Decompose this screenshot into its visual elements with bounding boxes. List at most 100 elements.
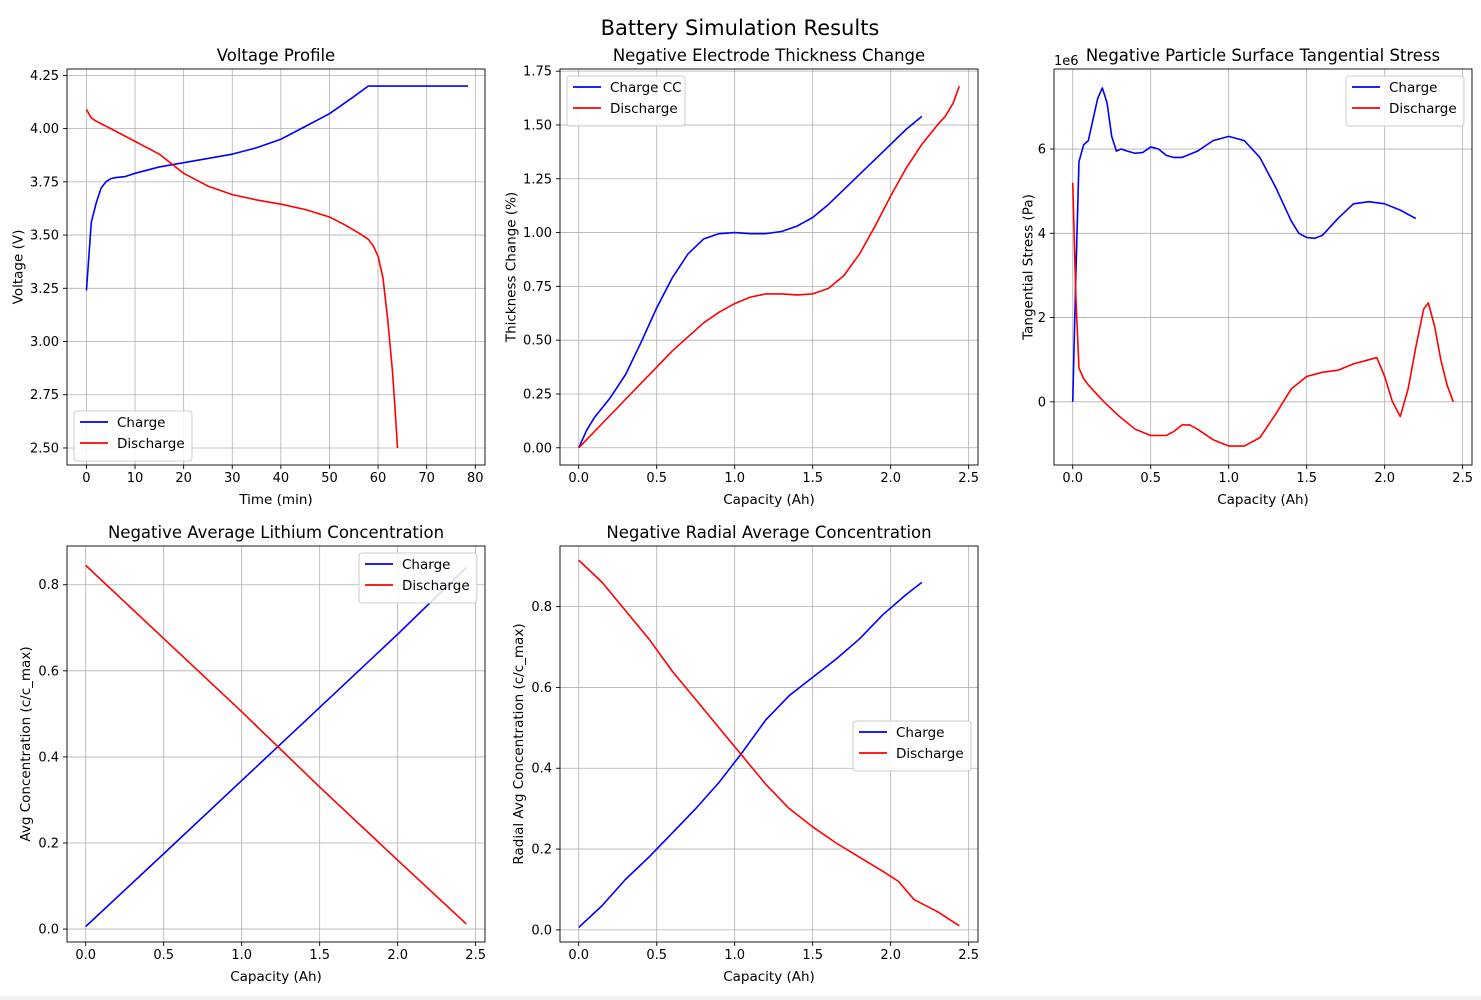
x-tick-label: 2.0 (880, 471, 901, 486)
y-tick-label: 4.00 (30, 122, 59, 137)
x-tick-label: 2.5 (958, 948, 979, 963)
legend-box (852, 720, 972, 772)
legend: Charge Discharge (852, 720, 972, 772)
series-line-charge (1071, 87, 1417, 402)
legend-box (1345, 75, 1465, 127)
chart-title: Negative Electrode Thickness Change (613, 46, 925, 65)
y-axis-label: Thickness Change (%) (504, 192, 520, 343)
chart-tangential-stress: 0.0 0.5 1.0 1.5 2.0 2.5 0 2 4 6 Negative Particle … (1020, 46, 1473, 508)
y-tick-label: 0 (1038, 395, 1046, 410)
series-line-charge (578, 581, 923, 929)
chart-thickness-change: 0.0 0.5 1.0 1.5 2.0 2.5 0.00 0.25 0.50 0.75 1.00 1.… (504, 46, 979, 508)
figure-suptitle: Battery Simulation Results (601, 16, 880, 40)
x-tick-label: 0.5 (1140, 471, 1161, 486)
y-tick-label: 0.8 (531, 600, 552, 615)
x-tick-label: 1.5 (802, 948, 823, 963)
y-tick-label: 6 (1038, 143, 1046, 158)
x-tick-label: 2.0 (387, 948, 408, 963)
series-line-charge-cc (577, 115, 923, 449)
x-tick-label: 60 (370, 471, 387, 486)
y-tick-label: 0.4 (531, 762, 552, 777)
y-tick-label: 0.0 (38, 923, 59, 938)
offset-label: 1e6 (1054, 54, 1079, 69)
axes-frame (66, 68, 486, 466)
y-tick-label: 2.50 (30, 441, 59, 456)
y-tick-label: 0.0 (531, 923, 552, 938)
chart-radial-avg-concentration: 0.0 0.5 1.0 1.5 2.0 2.5 0.0 0.2 0.4 0.6 0.8 Negativ… (511, 523, 979, 985)
y-tick-label: 0.25 (523, 387, 552, 402)
y-tick-label: 0.75 (523, 280, 552, 295)
legend: Charge Discharge (1345, 75, 1465, 127)
x-tick-label: 1.0 (1218, 471, 1239, 486)
series-line-discharge (85, 109, 399, 449)
legend-entry: Discharge (1389, 101, 1457, 117)
x-tick-label: 2.5 (1452, 471, 1473, 486)
x-tick-label: 0 (82, 471, 90, 486)
x-tick-label: 1.0 (724, 471, 745, 486)
x-tick-label: 1.0 (724, 948, 745, 963)
chart-title: Negative Average Lithium Concentration (108, 523, 444, 542)
legend-box (566, 75, 686, 127)
y-tick-label: 0.6 (38, 664, 59, 679)
y-tick-label: 2 (1038, 311, 1046, 326)
x-tick-label: 1.5 (1296, 471, 1317, 486)
chart-voltage-profile: 0 10 20 30 40 50 60 70 80 2.50 2.75 3.00 3.25 3.50 3.7… (11, 46, 486, 508)
legend-entry: Discharge (402, 578, 470, 594)
series-line-charge (85, 566, 467, 928)
y-axis-label: Avg Concentration (c/c_max) (18, 646, 34, 841)
series-line-discharge (578, 85, 961, 449)
axes-frame (66, 545, 486, 943)
legend: Charge Discharge (73, 410, 193, 462)
legend-entry: Charge (896, 725, 944, 741)
x-axis-label: Capacity (Ah) (723, 969, 815, 985)
x-tick-label: 1.5 (802, 471, 823, 486)
chart-title: Voltage Profile (217, 46, 335, 65)
x-tick-label: 0.5 (646, 948, 667, 963)
legend: Charge Discharge (358, 552, 478, 604)
legend-entry: Discharge (896, 746, 964, 762)
y-tick-label: 0.00 (523, 441, 552, 456)
series-line-discharge (578, 559, 960, 927)
y-tick-label: 0.2 (38, 837, 59, 852)
y-tick-label: 2.75 (30, 388, 59, 403)
y-axis-label: Tangential Stress (Pa) (1020, 194, 1036, 341)
y-tick-label: 1.00 (523, 226, 552, 241)
x-tick-label: 1.5 (309, 948, 330, 963)
y-tick-label: 0.2 (531, 843, 552, 858)
y-axis-label: Radial Avg Concentration (c/c_max) (511, 623, 527, 864)
series-line-charge (85, 85, 468, 291)
y-tick-label: 0.8 (38, 578, 59, 593)
x-tick-label: 20 (175, 471, 192, 486)
x-tick-label: 40 (273, 471, 290, 486)
axes-frame (559, 545, 979, 943)
series-line-discharge (1071, 182, 1455, 447)
x-tick-label: 2.0 (1374, 471, 1395, 486)
y-tick-label: 1.25 (523, 172, 552, 187)
x-tick-label: 0.0 (75, 948, 96, 963)
y-tick-label: 0.6 (531, 681, 552, 696)
y-tick-label: 1.75 (523, 65, 552, 80)
chart-title: Negative Particle Surface Tangential Str… (1086, 46, 1440, 65)
y-tick-label: 3.00 (30, 335, 59, 350)
x-tick-label: 0.0 (1062, 471, 1083, 486)
legend-entry: Charge (1389, 80, 1437, 96)
y-tick-label: 0.4 (38, 750, 59, 765)
x-tick-label: 2.0 (880, 948, 901, 963)
legend-entry: Charge (117, 415, 165, 431)
legend: Charge CC Discharge (566, 75, 686, 127)
y-tick-label: 3.50 (30, 229, 59, 244)
x-tick-label: 0.5 (153, 948, 174, 963)
x-axis-label: Time (min) (238, 492, 312, 508)
x-tick-label: 2.5 (958, 471, 979, 486)
y-axis-label: Voltage (V) (11, 230, 27, 305)
x-tick-label: 0.0 (568, 948, 589, 963)
axes-frame (559, 68, 979, 466)
axes-frame (1053, 68, 1473, 466)
y-tick-label: 0.50 (523, 334, 552, 349)
x-tick-label: 2.5 (465, 948, 486, 963)
x-tick-label: 50 (321, 471, 338, 486)
series-line-discharge (85, 564, 467, 925)
chart-avg-lithium-concentration: 0.0 0.5 1.0 1.5 2.0 2.5 0.0 0.2 0.4 0.6 0.8 Negativ… (18, 523, 486, 985)
